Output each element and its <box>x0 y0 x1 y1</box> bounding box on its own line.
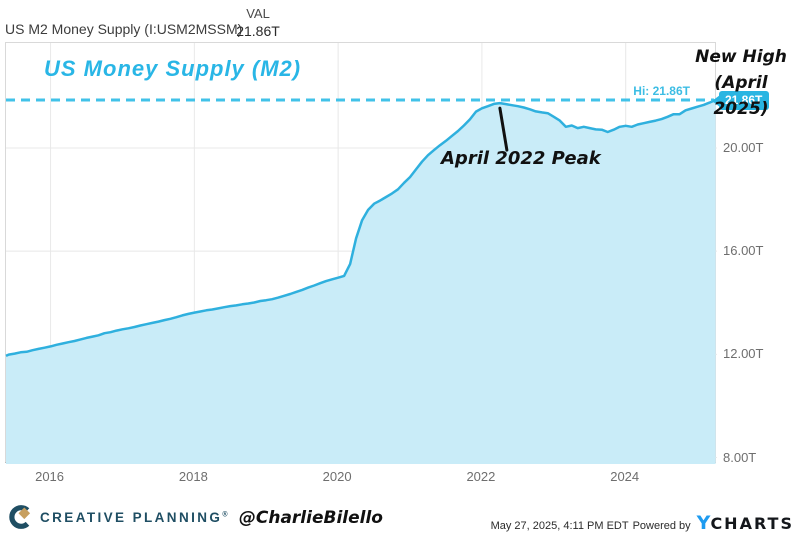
ycharts-logo-charts: CHARTS <box>710 514 794 533</box>
m2-area-chart[interactable] <box>5 43 717 464</box>
footer-attribution: May 27, 2025, 4:11 PM EDT Powered by Y C… <box>491 512 794 534</box>
area-fill <box>6 100 716 464</box>
x-axis-tick-label: 2024 <box>610 469 640 484</box>
powered-by-label: Powered by <box>632 520 691 532</box>
twitter-handle: @CharlieBilello <box>238 508 383 528</box>
val-current-value: 21.86T <box>236 23 280 39</box>
current-value-badge: 21.86T <box>712 91 770 110</box>
x-axis-tick-label: 2022 <box>466 469 496 484</box>
y-axis-tick-label: 12.00T <box>723 346 764 362</box>
annotation-new-high: New High (April 2025) <box>686 44 796 122</box>
value-column: VAL 21.86T <box>228 6 288 39</box>
badge-arrow-icon <box>712 94 720 107</box>
chart-title: US Money Supply (M2) <box>44 56 302 81</box>
peak-pointer-line <box>498 106 509 152</box>
y-axis-tick-label: 8.00T <box>723 449 757 465</box>
hi-line-label: Hi: 21.86T <box>633 84 690 98</box>
chart-timestamp: May 27, 2025, 4:11 PM EDT <box>490 520 629 532</box>
brand-name: CREATIVE PLANNING <box>40 509 223 525</box>
m2-series-line <box>5 98 717 358</box>
val-column-header: VAL <box>246 6 270 21</box>
annotation-new-high-line1: New High <box>695 47 787 67</box>
ycharts-logo-y: Y <box>696 512 711 534</box>
y-axis-tick-label: 20.00T <box>723 139 764 155</box>
badge-value: 21.86T <box>725 93 763 107</box>
x-axis-tick-label: 2016 <box>35 469 65 484</box>
series-label: US M2 Money Supply (I:USM2MSSM) <box>5 21 243 37</box>
footer-branding: CREATIVE PLANNING® @CharlieBilello <box>7 503 383 531</box>
annotation-april-2022-peak: April 2022 Peak <box>441 148 601 169</box>
creative-planning-logo-icon <box>9 505 31 529</box>
x-axis-tick-label: 2018 <box>178 469 208 484</box>
y-axis-tick-label: 16.00T <box>723 243 764 259</box>
registered-mark: ® <box>222 511 230 518</box>
x-axis-tick-label: 2020 <box>322 469 352 484</box>
chart-plot-area[interactable] <box>5 42 717 464</box>
annotation-new-high-line2: (April 2025) <box>713 73 769 119</box>
creative-planning-wordmark: CREATIVE PLANNING® <box>40 510 230 525</box>
